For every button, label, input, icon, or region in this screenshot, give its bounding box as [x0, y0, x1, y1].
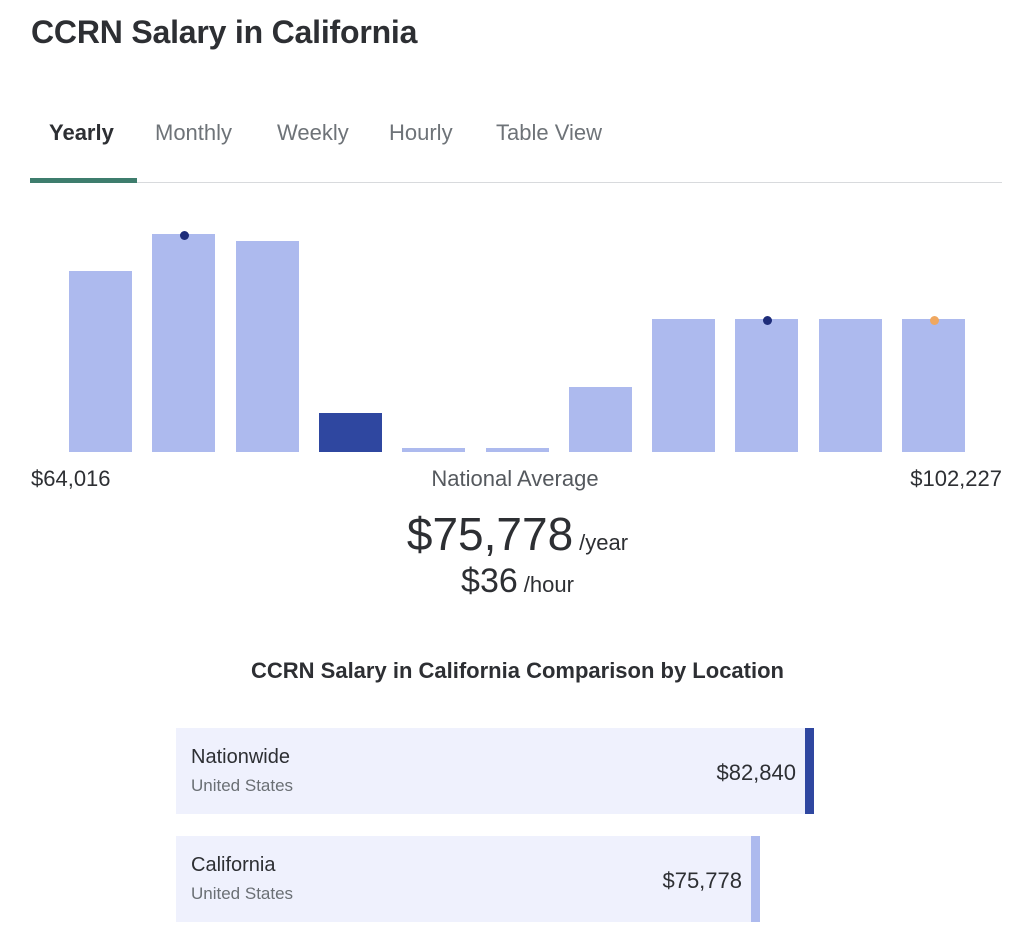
location-salary: $75,778: [662, 868, 742, 893]
comparison-title: CCRN Salary in California Comparison by …: [251, 658, 784, 683]
national-average-label: National Average: [431, 466, 599, 491]
tab-table-view[interactable]: Table View: [496, 120, 602, 145]
location-country: United States: [191, 884, 294, 903]
histogram-bar: [402, 448, 465, 452]
location-country: United States: [191, 776, 294, 795]
hourly-salary: $36/hour: [0, 562, 1030, 601]
histogram-bar: [902, 319, 965, 452]
histogram-bar: [236, 241, 299, 452]
yearly-amount: $75,778: [406, 508, 574, 560]
histogram-bar: [486, 448, 549, 452]
yearly-unit: /year: [579, 530, 629, 555]
tab-monthly[interactable]: Monthly: [155, 120, 233, 145]
tab-weekly[interactable]: Weekly: [277, 120, 349, 145]
histogram-bar: [319, 413, 382, 452]
histogram-bar: [819, 319, 882, 452]
tab-yearly[interactable]: Yearly: [49, 120, 114, 145]
histogram-marker: [763, 316, 772, 325]
location-bar-accent: [805, 728, 814, 814]
histogram-marker: [180, 231, 189, 240]
histogram-bar: [735, 319, 798, 452]
histogram-marker: [930, 316, 939, 325]
location-name: Nationwide: [191, 746, 290, 768]
location-salary: $82,840: [716, 760, 796, 785]
location-row-nationwide: Nationwide United States $82,840: [176, 728, 814, 814]
yearly-salary: $75,778/year: [0, 507, 1030, 561]
salary-histogram: [0, 190, 1030, 460]
histogram-bar: [69, 271, 132, 452]
hourly-unit: /hour: [523, 572, 574, 597]
location-row-california: California United States $75,778: [176, 836, 760, 922]
salary-tabs: Yearly Monthly Weekly Hourly Table View: [30, 110, 1002, 183]
location-name: California: [191, 854, 276, 876]
histogram-bar: [152, 234, 215, 452]
range-min-label: $64,016: [31, 466, 111, 491]
tab-hourly[interactable]: Hourly: [389, 120, 453, 145]
page-title: CCRN Salary in California: [31, 14, 418, 50]
hourly-amount: $36: [461, 562, 518, 600]
histogram-bar: [569, 387, 632, 452]
range-max-label: $102,227: [910, 466, 1002, 491]
active-tab-indicator: [30, 178, 137, 183]
histogram-bar: [652, 319, 715, 452]
location-bar-accent: [751, 836, 760, 922]
